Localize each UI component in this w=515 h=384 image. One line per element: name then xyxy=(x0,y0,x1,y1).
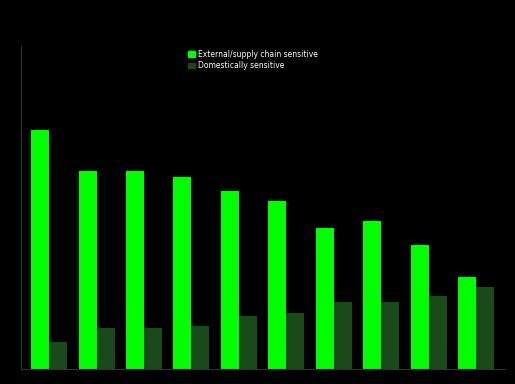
Bar xyxy=(286,313,304,369)
Bar xyxy=(49,342,67,369)
Bar xyxy=(363,221,381,369)
Bar xyxy=(126,171,144,369)
Bar xyxy=(31,130,49,369)
Bar xyxy=(458,277,476,369)
Legend: External/supply chain sensitive, Domestically sensitive: External/supply chain sensitive, Domesti… xyxy=(188,50,317,70)
Bar xyxy=(411,245,429,369)
Bar xyxy=(174,177,192,369)
Bar xyxy=(334,302,352,369)
Bar xyxy=(221,191,239,369)
Bar xyxy=(268,200,286,369)
Bar xyxy=(192,326,210,369)
Bar xyxy=(96,328,114,369)
Bar xyxy=(476,287,494,369)
Bar xyxy=(239,316,257,369)
Bar xyxy=(316,228,334,369)
Bar xyxy=(78,171,96,369)
Bar xyxy=(429,296,447,369)
Bar xyxy=(144,328,162,369)
Bar xyxy=(381,302,399,369)
